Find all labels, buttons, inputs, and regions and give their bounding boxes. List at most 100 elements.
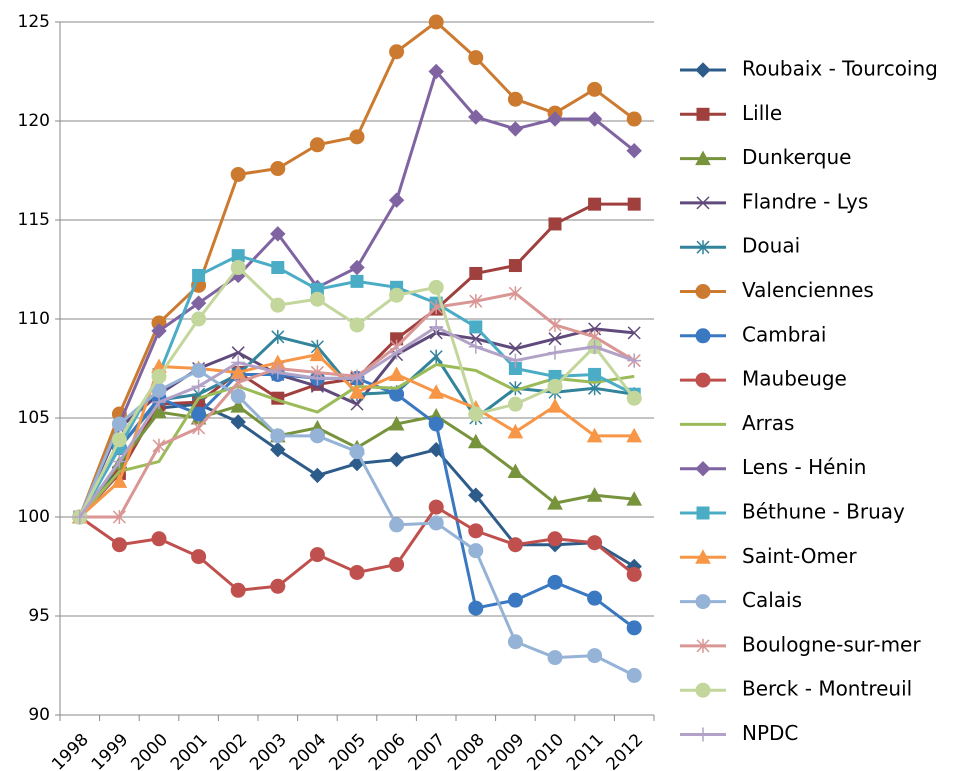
x-tick-label: 2012	[603, 730, 648, 771]
marker	[468, 339, 483, 354]
marker	[428, 63, 444, 80]
marker	[350, 274, 364, 288]
marker	[695, 682, 711, 698]
x-tick-label: 2006	[365, 730, 410, 771]
legend-label: Calais	[742, 588, 802, 612]
marker	[586, 427, 603, 443]
marker	[626, 566, 642, 582]
marker	[112, 454, 127, 469]
marker	[230, 260, 246, 276]
marker	[695, 150, 711, 166]
marker	[388, 192, 405, 208]
legend-label: Dunkerque	[742, 145, 851, 169]
marker	[468, 50, 484, 66]
series	[72, 396, 642, 575]
marker	[350, 397, 364, 411]
marker	[627, 197, 641, 211]
marker	[230, 388, 246, 404]
marker	[190, 295, 207, 311]
marker	[588, 197, 602, 211]
marker	[587, 535, 603, 551]
marker	[151, 404, 167, 419]
marker	[230, 166, 246, 182]
marker	[349, 444, 365, 460]
series	[72, 499, 642, 598]
series	[72, 362, 642, 683]
series	[72, 260, 642, 525]
marker	[231, 249, 245, 263]
series	[72, 319, 642, 524]
marker	[469, 266, 483, 280]
marker	[231, 355, 246, 370]
marker	[230, 414, 246, 430]
marker	[507, 423, 524, 439]
marker	[152, 395, 166, 410]
marker	[349, 317, 365, 333]
marker	[586, 487, 603, 502]
legend-label: Béthune - Bruay	[742, 500, 905, 524]
marker	[191, 549, 207, 565]
marker	[547, 531, 563, 547]
marker	[270, 365, 285, 380]
legend-label: Lens - Hénin	[742, 455, 866, 479]
legend-label: Boulogne-sur-mer	[742, 632, 921, 656]
marker	[309, 346, 326, 362]
marker	[626, 620, 642, 636]
marker	[111, 416, 127, 432]
marker	[309, 467, 326, 484]
legend-label: NPDC	[742, 721, 798, 745]
marker	[547, 398, 563, 413]
marker	[695, 62, 711, 78]
marker	[508, 353, 523, 368]
y-tick-label: 95	[28, 606, 50, 626]
marker	[309, 137, 325, 153]
marker	[588, 367, 602, 381]
marker	[389, 44, 405, 60]
marker	[388, 451, 405, 468]
marker	[507, 634, 523, 650]
marker	[230, 398, 247, 413]
series	[71, 346, 643, 524]
marker	[152, 438, 166, 453]
marker	[350, 371, 364, 386]
x-tick-label: 1998	[48, 730, 93, 771]
marker	[696, 107, 710, 121]
marker	[548, 345, 562, 360]
marker	[626, 491, 643, 506]
marker	[468, 600, 484, 616]
marker	[507, 121, 524, 137]
marker	[271, 261, 285, 275]
marker	[695, 549, 711, 564]
marker	[112, 510, 126, 524]
line	[78, 325, 635, 518]
x-tick-label: 2001	[167, 730, 212, 771]
marker	[192, 268, 206, 282]
marker	[626, 667, 642, 683]
marker	[72, 510, 87, 524]
marker	[507, 396, 523, 412]
marker	[428, 384, 445, 399]
marker	[388, 415, 405, 431]
x-tick-label: 2011	[563, 730, 608, 771]
marker	[111, 432, 127, 448]
marker	[469, 294, 483, 309]
x-tick-label: 2005	[325, 730, 370, 771]
marker	[270, 297, 286, 313]
x-tick-label: 1999	[88, 730, 133, 771]
marker	[508, 286, 522, 301]
line	[78, 327, 635, 518]
marker	[468, 406, 484, 422]
marker	[547, 495, 563, 510]
marker	[349, 384, 365, 399]
marker	[547, 111, 563, 127]
legend-label: Lille	[742, 101, 782, 125]
legend-label: Flandre - Lys	[742, 189, 868, 213]
marker	[586, 111, 603, 127]
marker	[468, 543, 484, 559]
y-tick-label: 100	[18, 507, 50, 527]
marker	[231, 346, 245, 360]
marker	[349, 259, 365, 276]
legend-label: Douai	[742, 234, 800, 258]
marker	[191, 379, 206, 394]
